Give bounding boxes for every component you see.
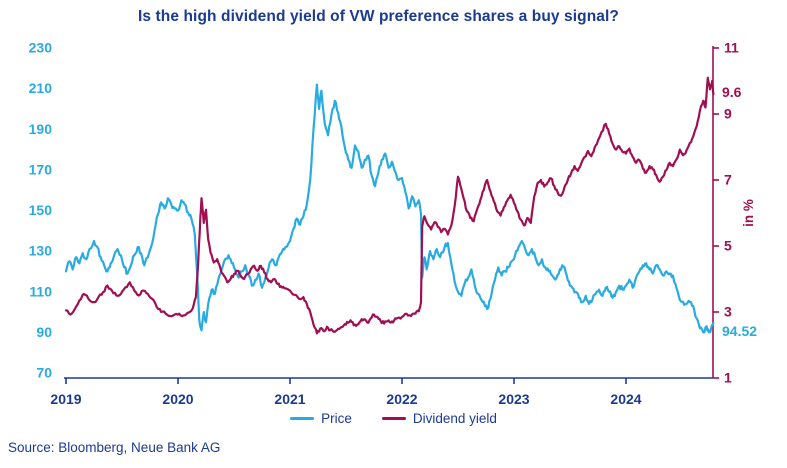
right-axis-tick-label: 7	[724, 172, 732, 188]
left-axis-tick-label: 150	[29, 202, 53, 218]
right-axis-tick-label: 9	[724, 106, 732, 122]
left-axis-tick-label: 130	[29, 243, 53, 259]
left-axis-tick-label: 210	[29, 80, 53, 96]
legend-label-price: Price	[321, 411, 352, 426]
left-axis-tick-label: 230	[29, 40, 53, 56]
x-axis-tick-label: 2022	[386, 391, 417, 407]
x-axis-tick-label: 2020	[162, 391, 193, 407]
left-axis-tick-label: 90	[36, 324, 52, 340]
left-axis-tick-label: 110	[29, 283, 52, 299]
dividend-yield-line	[64, 76, 715, 335]
x-axis-tick-label: 2024	[610, 391, 641, 407]
right-axis-tick-label: 11	[724, 40, 739, 56]
left-axis-tick-label: 190	[29, 121, 53, 137]
legend-item-dividend-yield: Dividend yield	[381, 411, 497, 426]
price-line-swatch	[290, 416, 315, 421]
chart-canvas: 2019 2020 2021 2022 2023 20242302101901701501…	[29, 40, 758, 408]
right-axis-tick-label: 1	[724, 370, 732, 386]
left-axis-tick-label: 70	[36, 365, 52, 381]
right-axis-tick-label: 3	[724, 304, 732, 320]
x-axis-tick-label: 2021	[274, 391, 305, 407]
price-line	[64, 83, 715, 334]
dividend-yield-line-swatch	[381, 416, 406, 421]
yield-last-value-label: 9.6	[722, 84, 742, 100]
left-axis-tick-label: 170	[29, 161, 53, 177]
right-axis-title: in %	[741, 199, 756, 227]
chart-title: Is the high dividend yield of VW prefere…	[138, 8, 619, 25]
x-axis-tick-label: 2019	[50, 391, 81, 407]
legend-item-price: Price	[290, 411, 352, 426]
price-last-value-label: 94.52	[722, 323, 757, 339]
chart-legend: Price Dividend yield	[0, 411, 787, 426]
x-axis-tick-label: 2023	[498, 391, 529, 407]
legend-label-dividend-yield: Dividend yield	[412, 411, 497, 426]
source-note: Source: Bloomberg, Neue Bank AG	[8, 440, 221, 455]
right-axis-tick-label: 5	[724, 238, 732, 254]
